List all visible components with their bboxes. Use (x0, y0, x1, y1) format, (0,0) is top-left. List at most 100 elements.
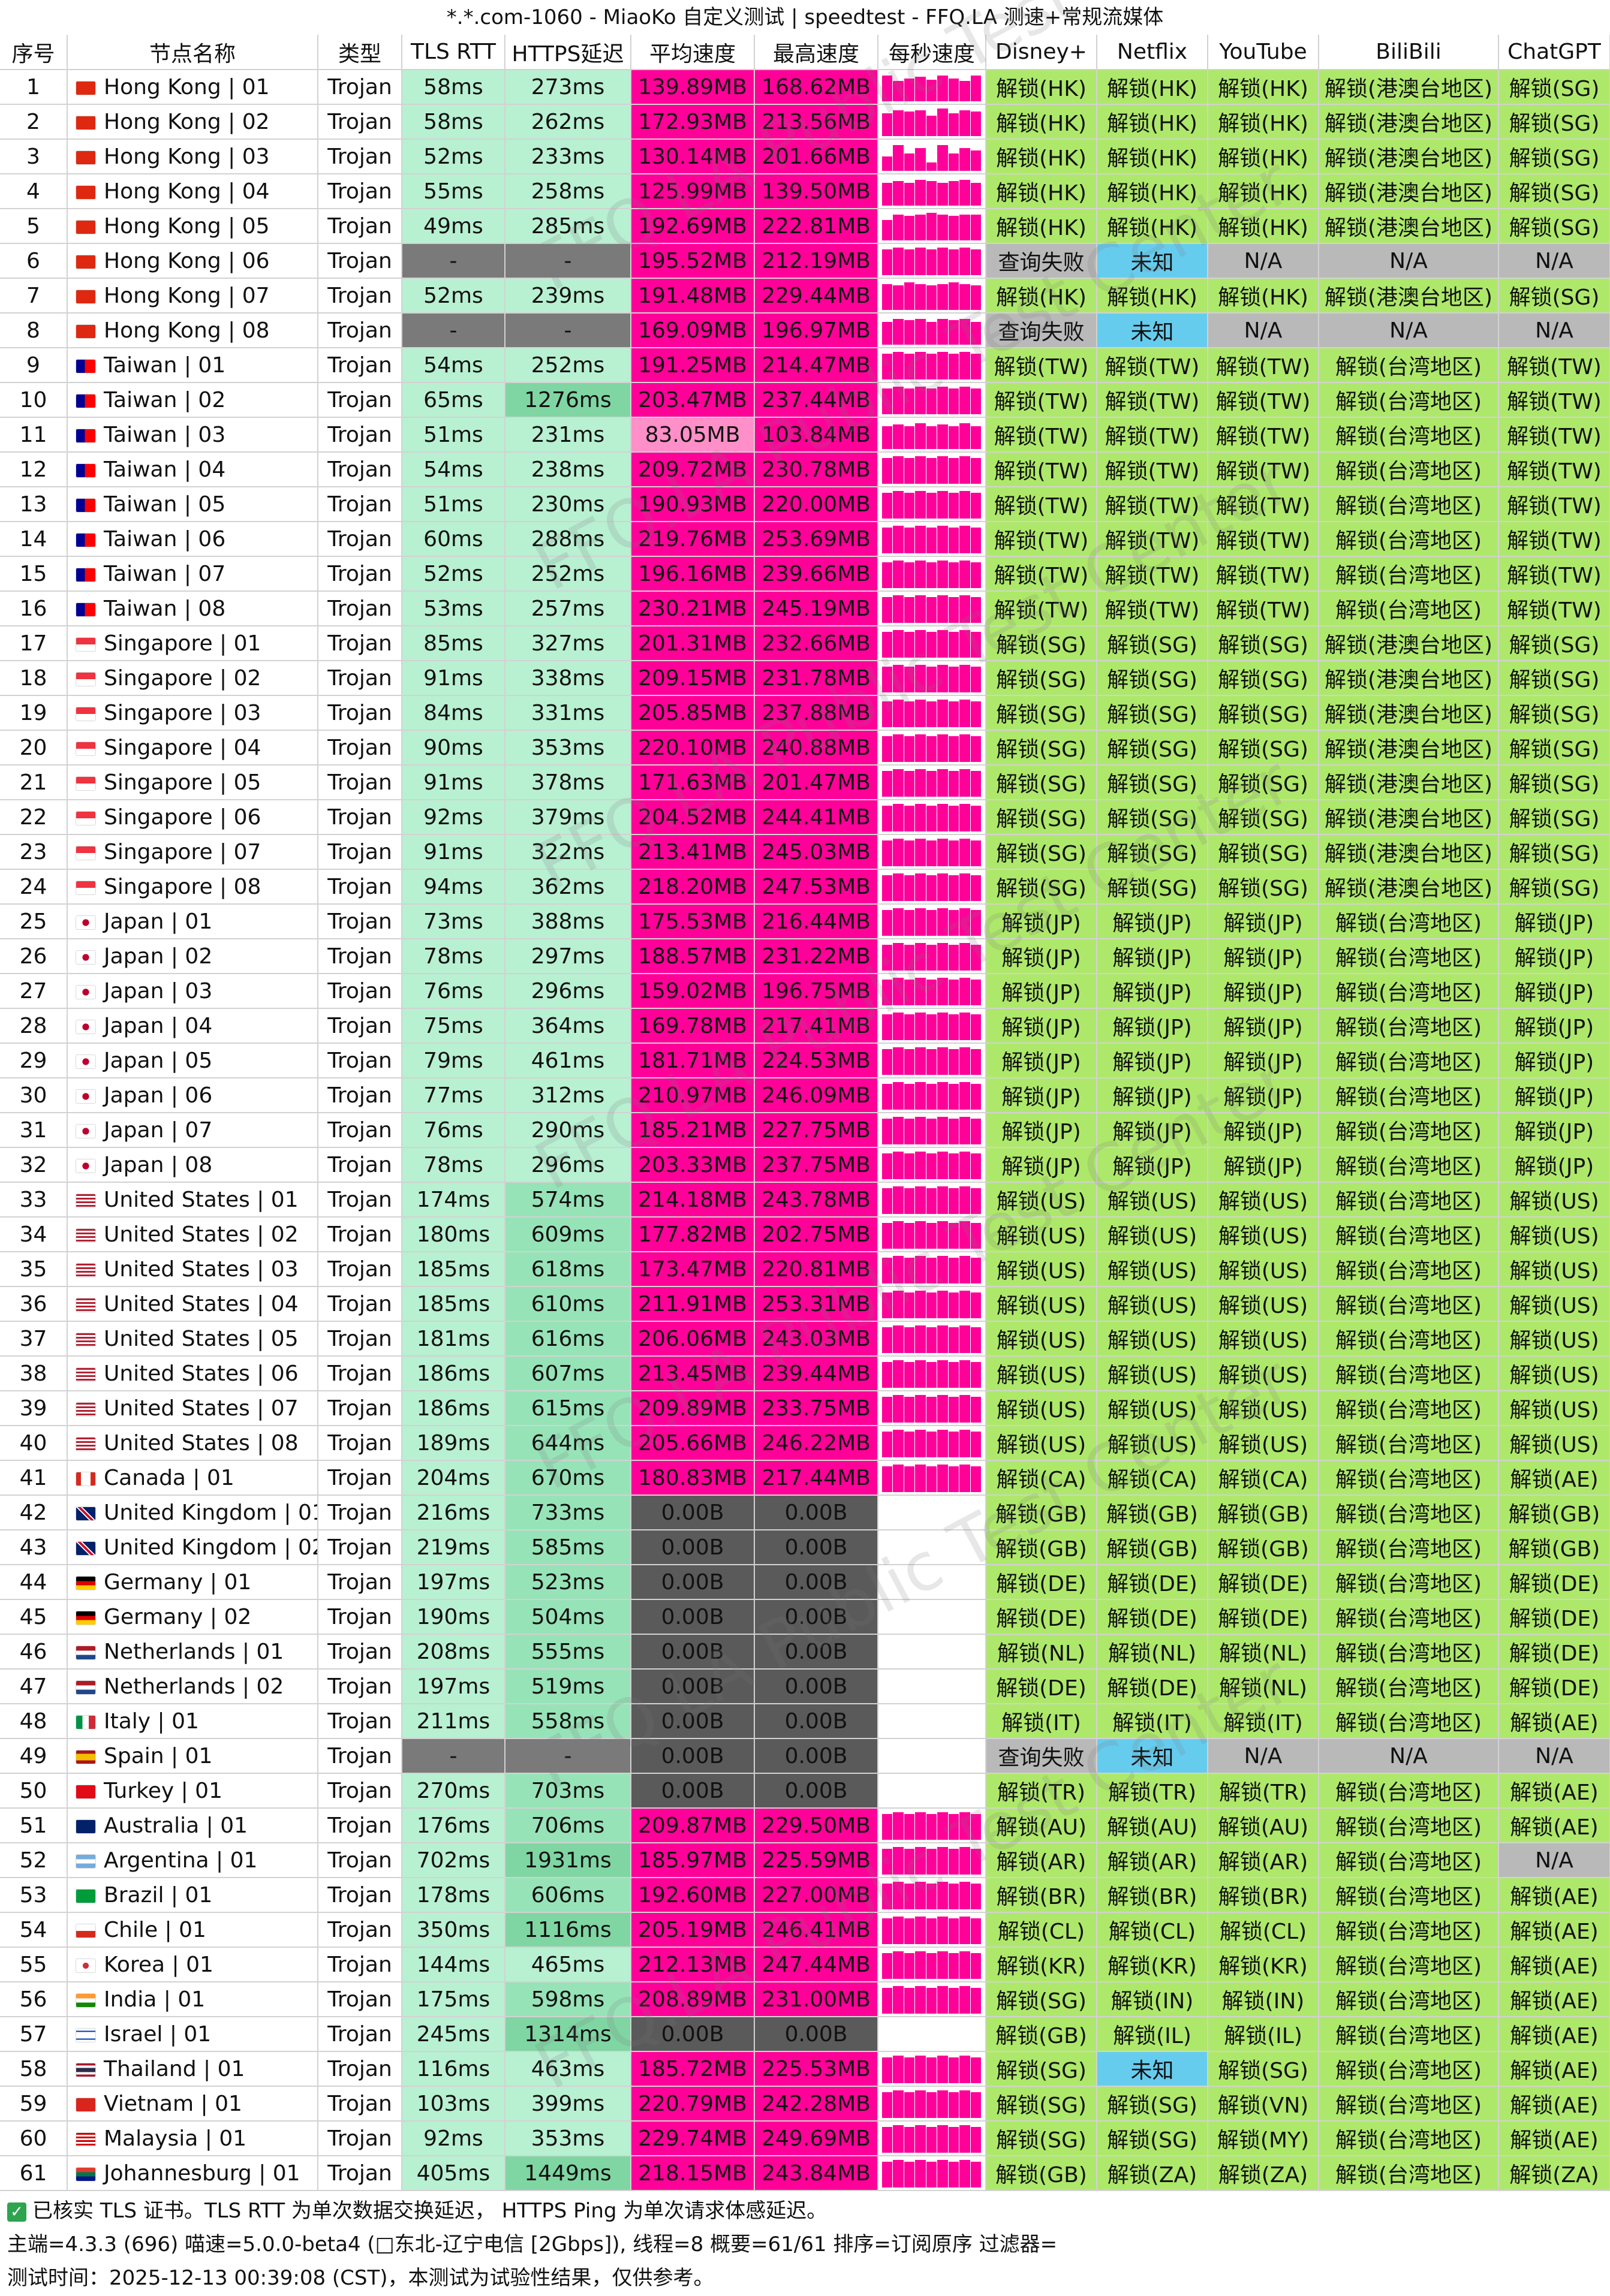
col-header-per-second-speed[interactable]: 每秒速度 (878, 35, 986, 70)
col-header-netflix[interactable]: Netflix (1097, 35, 1208, 70)
col-header-type[interactable]: 类型 (318, 35, 402, 70)
table-row[interactable]: 57 Israel | 01 Trojan 245ms 1314ms 0.00B 0.00B… (0, 2017, 1610, 2052)
table-row[interactable]: 55 Korea | 01 Trojan 144ms 465ms 212.13MB 247.… (0, 1947, 1610, 1982)
table-row[interactable]: 49 Spain | 01 Trojan - -0.00B 0.00B 查询失败 未知 N/A N… (0, 1738, 1610, 1774)
node-name: Japan | 01 (104, 909, 213, 934)
netflix-status: 解锁(KR) (1097, 1947, 1208, 1982)
table-row[interactable]: 1 Hong Kong | 01 Trojan 58ms 273ms 139.89MB 16… (0, 70, 1610, 105)
table-row[interactable]: 6 Hong Kong | 06 Trojan - -195.52MB 212.19MB 查… (0, 243, 1610, 279)
per-second-speed-chart (878, 1321, 986, 1357)
speed-sample-bar (926, 2092, 937, 2118)
table-row[interactable]: 20 Singapore | 04 Trojan 90ms 353ms 220.10MB 2… (0, 730, 1610, 766)
col-header-https-delay[interactable]: HTTPS延迟 (505, 35, 631, 70)
table-row[interactable]: 4 Hong Kong | 04 Trojan 55ms 258ms 125.99MB 13… (0, 174, 1610, 209)
table-row[interactable]: 60 Malaysia | 01 Trojan 92ms 353ms 229.74MB 24… (0, 2121, 1610, 2156)
table-row[interactable]: 30 Japan | 06 Trojan 77ms 312ms 210.97MB 246.0… (0, 1078, 1610, 1113)
col-header-avg-speed[interactable]: 平均速度 (631, 35, 755, 70)
col-header-tls-rtt[interactable]: TLS RTT (402, 35, 505, 70)
table-row[interactable]: 12 Taiwan | 04 Trojan 54ms 238ms 209.72MB 230.… (0, 452, 1610, 487)
max-speed-value: 0.00B (754, 1704, 878, 1739)
table-row[interactable]: 14 Taiwan | 06 Trojan 60ms 288ms 219.76MB 253.… (0, 522, 1610, 557)
max-speed-value: 231.00MB (754, 1982, 878, 2017)
table-row[interactable]: 2 Hong Kong | 02 Trojan 58ms 262ms 172.93MB 21… (0, 104, 1610, 140)
table-row[interactable]: 9 Taiwan | 01 Trojan 54ms 252ms 191.25MB 214.4… (0, 348, 1610, 383)
table-row[interactable]: 17 Singapore | 01 Trojan 85ms 327ms 201.31MB 2… (0, 626, 1610, 661)
row-index: 50 (0, 1773, 68, 1809)
table-row[interactable]: 27 Japan | 03 Trojan 76ms 296ms 159.02MB 196.7… (0, 974, 1610, 1009)
col-header-youtube[interactable]: YouTube (1208, 35, 1319, 70)
table-row[interactable]: 26 Japan | 02 Trojan 78ms 297ms 188.57MB 231.2… (0, 939, 1610, 974)
table-row[interactable]: 22 Singapore | 06 Trojan 92ms 379ms 204.52MB 2… (0, 800, 1610, 835)
node-name-cell: Hong Kong | 05 (67, 209, 318, 244)
speed-sample-bar (904, 1222, 915, 1249)
table-row[interactable]: 38 United States | 06 Trojan 186ms 607ms 213.… (0, 1356, 1610, 1391)
table-row[interactable]: 11 Taiwan | 03 Trojan 51ms 231ms 83.05MB 103.8… (0, 417, 1610, 453)
table-row[interactable]: 8 Hong Kong | 08 Trojan - -169.09MB 196.97MB 查… (0, 313, 1610, 348)
table-row[interactable]: 54 Chile | 01 Trojan 350ms 1116ms 205.19MB 246… (0, 1912, 1610, 1948)
speed-sample-bar (904, 1153, 915, 1179)
table-row[interactable]: 37 United States | 05 Trojan 181ms 616ms 206.… (0, 1321, 1610, 1357)
protocol-type: Trojan (318, 1808, 402, 1843)
table-row[interactable]: 5 Hong Kong | 05 Trojan 49ms 285ms 192.69MB 22… (0, 209, 1610, 244)
table-row[interactable]: 40 United States | 08 Trojan 189ms 644ms 205.… (0, 1426, 1610, 1461)
table-row[interactable]: 46 Netherlands | 01 Trojan 208ms 555ms 0.00B 0… (0, 1634, 1610, 1670)
table-row[interactable]: 45 Germany | 02 Trojan 190ms 504ms 0.00B 0.00B… (0, 1599, 1610, 1635)
col-header-disney[interactable]: Disney+ (986, 35, 1097, 70)
table-row[interactable]: 33 United States | 01 Trojan 174ms 574ms 214.… (0, 1182, 1610, 1218)
table-row[interactable]: 41 Canada | 01 Trojan 204ms 670ms 180.83MB 217… (0, 1460, 1610, 1496)
table-row[interactable]: 35 United States | 03 Trojan 185ms 618ms 173.… (0, 1252, 1610, 1287)
table-row[interactable]: 18 Singapore | 02 Trojan 91ms 338ms 209.15MB 2… (0, 661, 1610, 696)
table-row[interactable]: 56 India | 01 Trojan 175ms 598ms 208.89MB 231.… (0, 1982, 1610, 2017)
table-row[interactable]: 36 United States | 04 Trojan 185ms 610ms 211.… (0, 1286, 1610, 1322)
speed-sample-bar (970, 426, 981, 449)
speed-sample-bar (893, 1882, 904, 1909)
table-row[interactable]: 19 Singapore | 03 Trojan 84ms 331ms 205.85MB 2… (0, 695, 1610, 731)
avg-speed-value: 172.93MB (631, 104, 755, 140)
table-row[interactable]: 59 Vietnam | 01 Trojan 103ms 399ms 220.79MB 24… (0, 2086, 1610, 2122)
row-index: 35 (0, 1252, 68, 1287)
col-header-chatgpt[interactable]: ChatGPT (1498, 35, 1610, 70)
protocol-type: Trojan (318, 1599, 402, 1635)
table-row[interactable]: 44 Germany | 01 Trojan 197ms 523ms 0.00B 0.00B… (0, 1565, 1610, 1600)
table-row[interactable]: 7 Hong Kong | 07 Trojan 52ms 239ms 191.48MB 22… (0, 278, 1610, 314)
per-second-speed-chart (878, 1460, 986, 1496)
table-row[interactable]: 29 Japan | 05 Trojan 79ms 461ms 181.71MB 224.5… (0, 1043, 1610, 1078)
table-row[interactable]: 42 United Kingdom | 01 Trojan 216ms 733ms 0.0… (0, 1495, 1610, 1530)
table-row[interactable]: 61 Johannesburg | 01 Trojan 405ms 1449ms 218.… (0, 2156, 1610, 2191)
col-header-index[interactable]: 序号 (0, 35, 68, 70)
row-index: 17 (0, 626, 68, 661)
table-row[interactable]: 24 Singapore | 08 Trojan 94ms 362ms 218.20MB 2… (0, 869, 1610, 905)
speed-sample-bar (893, 978, 904, 1005)
table-row[interactable]: 28 Japan | 04 Trojan 75ms 364ms 169.78MB 217.4… (0, 1008, 1610, 1044)
col-header-node-name[interactable]: 节点名称 (67, 35, 318, 70)
table-row[interactable]: 31 Japan | 07 Trojan 76ms 290ms 185.21MB 227.7… (0, 1113, 1610, 1148)
col-header-max-speed[interactable]: 最高速度 (754, 35, 878, 70)
speed-sample-bar (937, 2056, 948, 2083)
table-row[interactable]: 16 Taiwan | 08 Trojan 53ms 257ms 230.21MB 245.… (0, 591, 1610, 626)
table-row[interactable]: 52 Argentina | 01 Trojan 702ms 1931ms 185.97M… (0, 1843, 1610, 1878)
table-row[interactable]: 51 Australia | 01 Trojan 176ms 706ms 209.87MB… (0, 1808, 1610, 1843)
table-row[interactable]: 48 Italy | 01 Trojan 211ms 558ms 0.00B 0.00B 解锁… (0, 1704, 1610, 1739)
speed-sample-bar (893, 110, 904, 136)
table-row[interactable]: 50 Turkey | 01 Trojan 270ms 703ms 0.00B 0.00B 解… (0, 1773, 1610, 1809)
node-name-cell: Singapore | 03 (67, 695, 318, 731)
table-row[interactable]: 43 United Kingdom | 02 Trojan 219ms 585ms 0.0… (0, 1530, 1610, 1565)
table-row[interactable]: 39 United States | 07 Trojan 186ms 615ms 209.… (0, 1391, 1610, 1426)
table-row[interactable]: 58 Thailand | 01 Trojan 116ms 463ms 185.72MB 2… (0, 2051, 1610, 2087)
table-row[interactable]: 15 Taiwan | 07 Trojan 52ms 252ms 196.16MB 239.… (0, 556, 1610, 592)
table-row[interactable]: 10 Taiwan | 02 Trojan 65ms 1276ms 203.47MB 237… (0, 382, 1610, 418)
table-row[interactable]: 13 Taiwan | 05 Trojan 51ms 230ms 190.93MB 220.… (0, 487, 1610, 522)
table-row[interactable]: 47 Netherlands | 02 Trojan 197ms 519ms 0.00B 0… (0, 1669, 1610, 1704)
table-row[interactable]: 32 Japan | 08 Trojan 78ms 296ms 203.33MB 237.7… (0, 1147, 1610, 1183)
tls-rtt-value: 92ms (402, 2121, 505, 2156)
speed-sample-bar (915, 665, 926, 692)
table-row[interactable]: 53 Brazil | 01 Trojan 178ms 606ms 192.60MB 227… (0, 1878, 1610, 1913)
table-row[interactable]: 23 Singapore | 07 Trojan 91ms 322ms 213.41MB 2… (0, 834, 1610, 870)
table-row[interactable]: 21 Singapore | 05 Trojan 91ms 378ms 171.63MB 2… (0, 765, 1610, 800)
youtube-status: N/A (1208, 313, 1319, 348)
table-row[interactable]: 34 United States | 02 Trojan 180ms 609ms 177.… (0, 1217, 1610, 1252)
col-header-bilibili[interactable]: BiliBili (1319, 35, 1499, 70)
table-row[interactable]: 25 Japan | 01 Trojan 73ms 388ms 175.53MB 216.4… (0, 904, 1610, 939)
table-row[interactable]: 3 Hong Kong | 03 Trojan 52ms 233ms 130.14MB 20… (0, 139, 1610, 174)
speed-sample-bar (926, 1118, 937, 1144)
